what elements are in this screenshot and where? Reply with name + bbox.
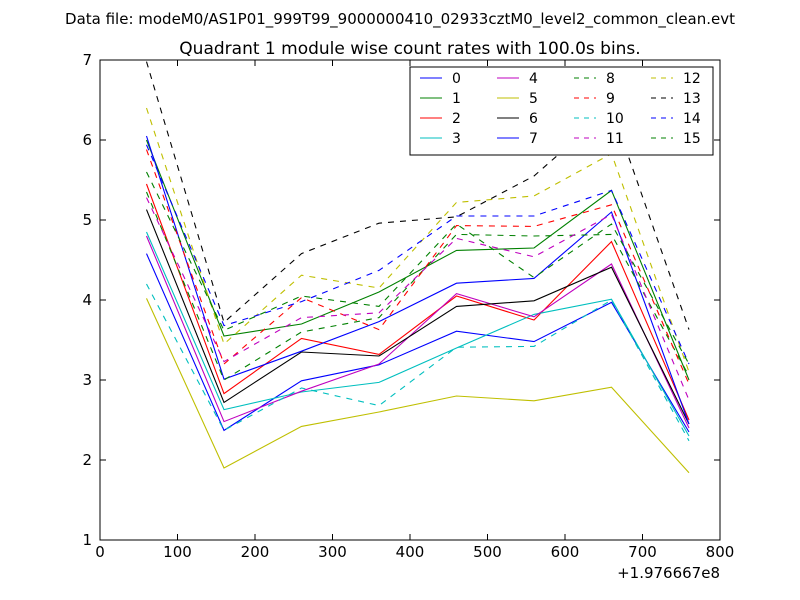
y-tick-label: 1 xyxy=(82,531,92,549)
series-line-10 xyxy=(146,283,690,442)
plot-area: 0 100 200 300 400 500 600 700 800123456701234567… xyxy=(82,51,734,561)
y-tick-label: 7 xyxy=(82,51,92,69)
series-line-15 xyxy=(146,171,690,365)
y-tick-label: 4 xyxy=(82,291,92,309)
x-tick-label: 600 xyxy=(551,543,580,561)
chart-title: Quadrant 1 module wise count rates with … xyxy=(179,39,640,59)
legend-label-2: 2 xyxy=(452,111,461,127)
x-tick-label: 200 xyxy=(241,543,270,561)
y-tick-label: 3 xyxy=(82,371,92,389)
series-line-12 xyxy=(145,107,690,373)
series-line-0 xyxy=(145,253,690,433)
series-line-14 xyxy=(145,144,690,365)
legend-label-4: 4 xyxy=(529,71,538,87)
legend-label-10: 10 xyxy=(606,111,624,127)
legend-label-1: 1 xyxy=(452,91,461,107)
legend-box xyxy=(409,66,714,156)
legend-label-13: 13 xyxy=(683,91,701,107)
series-line-2 xyxy=(145,183,690,421)
legend-label-15: 15 xyxy=(683,131,701,147)
x-tick-label: 500 xyxy=(473,543,502,561)
y-tick-label: 2 xyxy=(82,451,92,469)
legend-label-3: 3 xyxy=(452,131,461,147)
legend-label-6: 6 xyxy=(529,111,538,127)
legend-label-0: 0 xyxy=(452,71,461,87)
series-line-6 xyxy=(145,209,690,425)
legend-label-5: 5 xyxy=(529,91,538,107)
x-tick-label: 100 xyxy=(163,543,192,561)
series-line-5 xyxy=(145,298,690,474)
legend-label-7: 7 xyxy=(529,131,538,147)
legend-label-11: 11 xyxy=(606,131,624,147)
series-line-1 xyxy=(145,139,690,381)
x-tick-label: 300 xyxy=(318,543,347,561)
series-line-11 xyxy=(146,197,690,401)
legend-label-14: 14 xyxy=(683,111,701,127)
y-tick-label: 5 xyxy=(82,211,92,229)
series-line-9 xyxy=(145,149,690,385)
series-line-8 xyxy=(145,191,690,381)
x-tick-label: 0 xyxy=(95,543,105,561)
legend-label-9: 9 xyxy=(606,91,615,107)
figure-suptitle: Data file: modeM0/AS1P01_999T99_90000004… xyxy=(65,10,735,29)
x-axis-offset-label: +1.976667e8 xyxy=(617,564,720,582)
series-line-3 xyxy=(145,231,690,437)
x-tick-label: 400 xyxy=(396,543,425,561)
legend-label-8: 8 xyxy=(606,71,615,87)
y-tick-label: 6 xyxy=(82,131,92,149)
legend-label-12: 12 xyxy=(683,71,701,87)
x-tick-label: 800 xyxy=(706,543,735,561)
x-tick-label: 700 xyxy=(628,543,657,561)
series-line-7 xyxy=(145,135,690,425)
